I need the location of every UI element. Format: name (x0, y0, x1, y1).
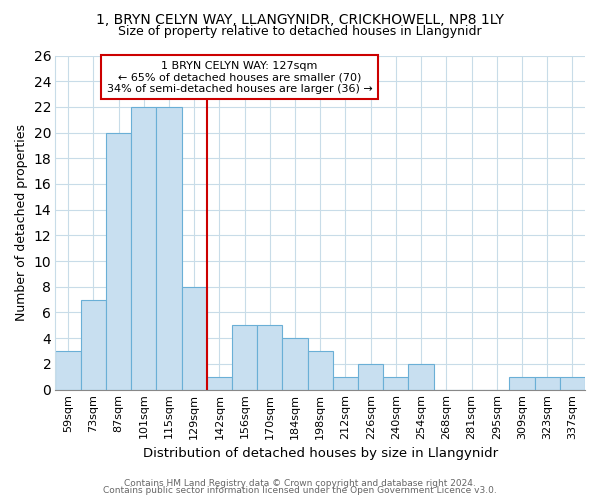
Bar (333, 376, 358, 390)
Bar (232, 326, 257, 390)
Bar (409, 364, 434, 390)
Bar (308, 351, 333, 390)
Bar (131, 107, 157, 390)
Text: Contains public sector information licensed under the Open Government Licence v3: Contains public sector information licen… (103, 486, 497, 495)
X-axis label: Distribution of detached houses by size in Llangynidr: Distribution of detached houses by size … (143, 447, 498, 460)
Text: Size of property relative to detached houses in Llangynidr: Size of property relative to detached ho… (118, 25, 482, 38)
Bar (207, 376, 232, 390)
Bar (257, 326, 283, 390)
Bar (535, 376, 560, 390)
Bar (55, 351, 80, 390)
Y-axis label: Number of detached properties: Number of detached properties (15, 124, 28, 321)
Bar (283, 338, 308, 390)
Text: 1, BRYN CELYN WAY, LLANGYNIDR, CRICKHOWELL, NP8 1LY: 1, BRYN CELYN WAY, LLANGYNIDR, CRICKHOWE… (96, 12, 504, 26)
Bar (80, 300, 106, 390)
Bar (182, 286, 207, 390)
Bar (509, 376, 535, 390)
Bar (383, 376, 409, 390)
Bar (560, 376, 585, 390)
Text: 1 BRYN CELYN WAY: 127sqm
← 65% of detached houses are smaller (70)
34% of semi-d: 1 BRYN CELYN WAY: 127sqm ← 65% of detach… (107, 60, 373, 94)
Bar (157, 107, 182, 390)
Bar (358, 364, 383, 390)
Text: Contains HM Land Registry data © Crown copyright and database right 2024.: Contains HM Land Registry data © Crown c… (124, 478, 476, 488)
Bar (106, 132, 131, 390)
